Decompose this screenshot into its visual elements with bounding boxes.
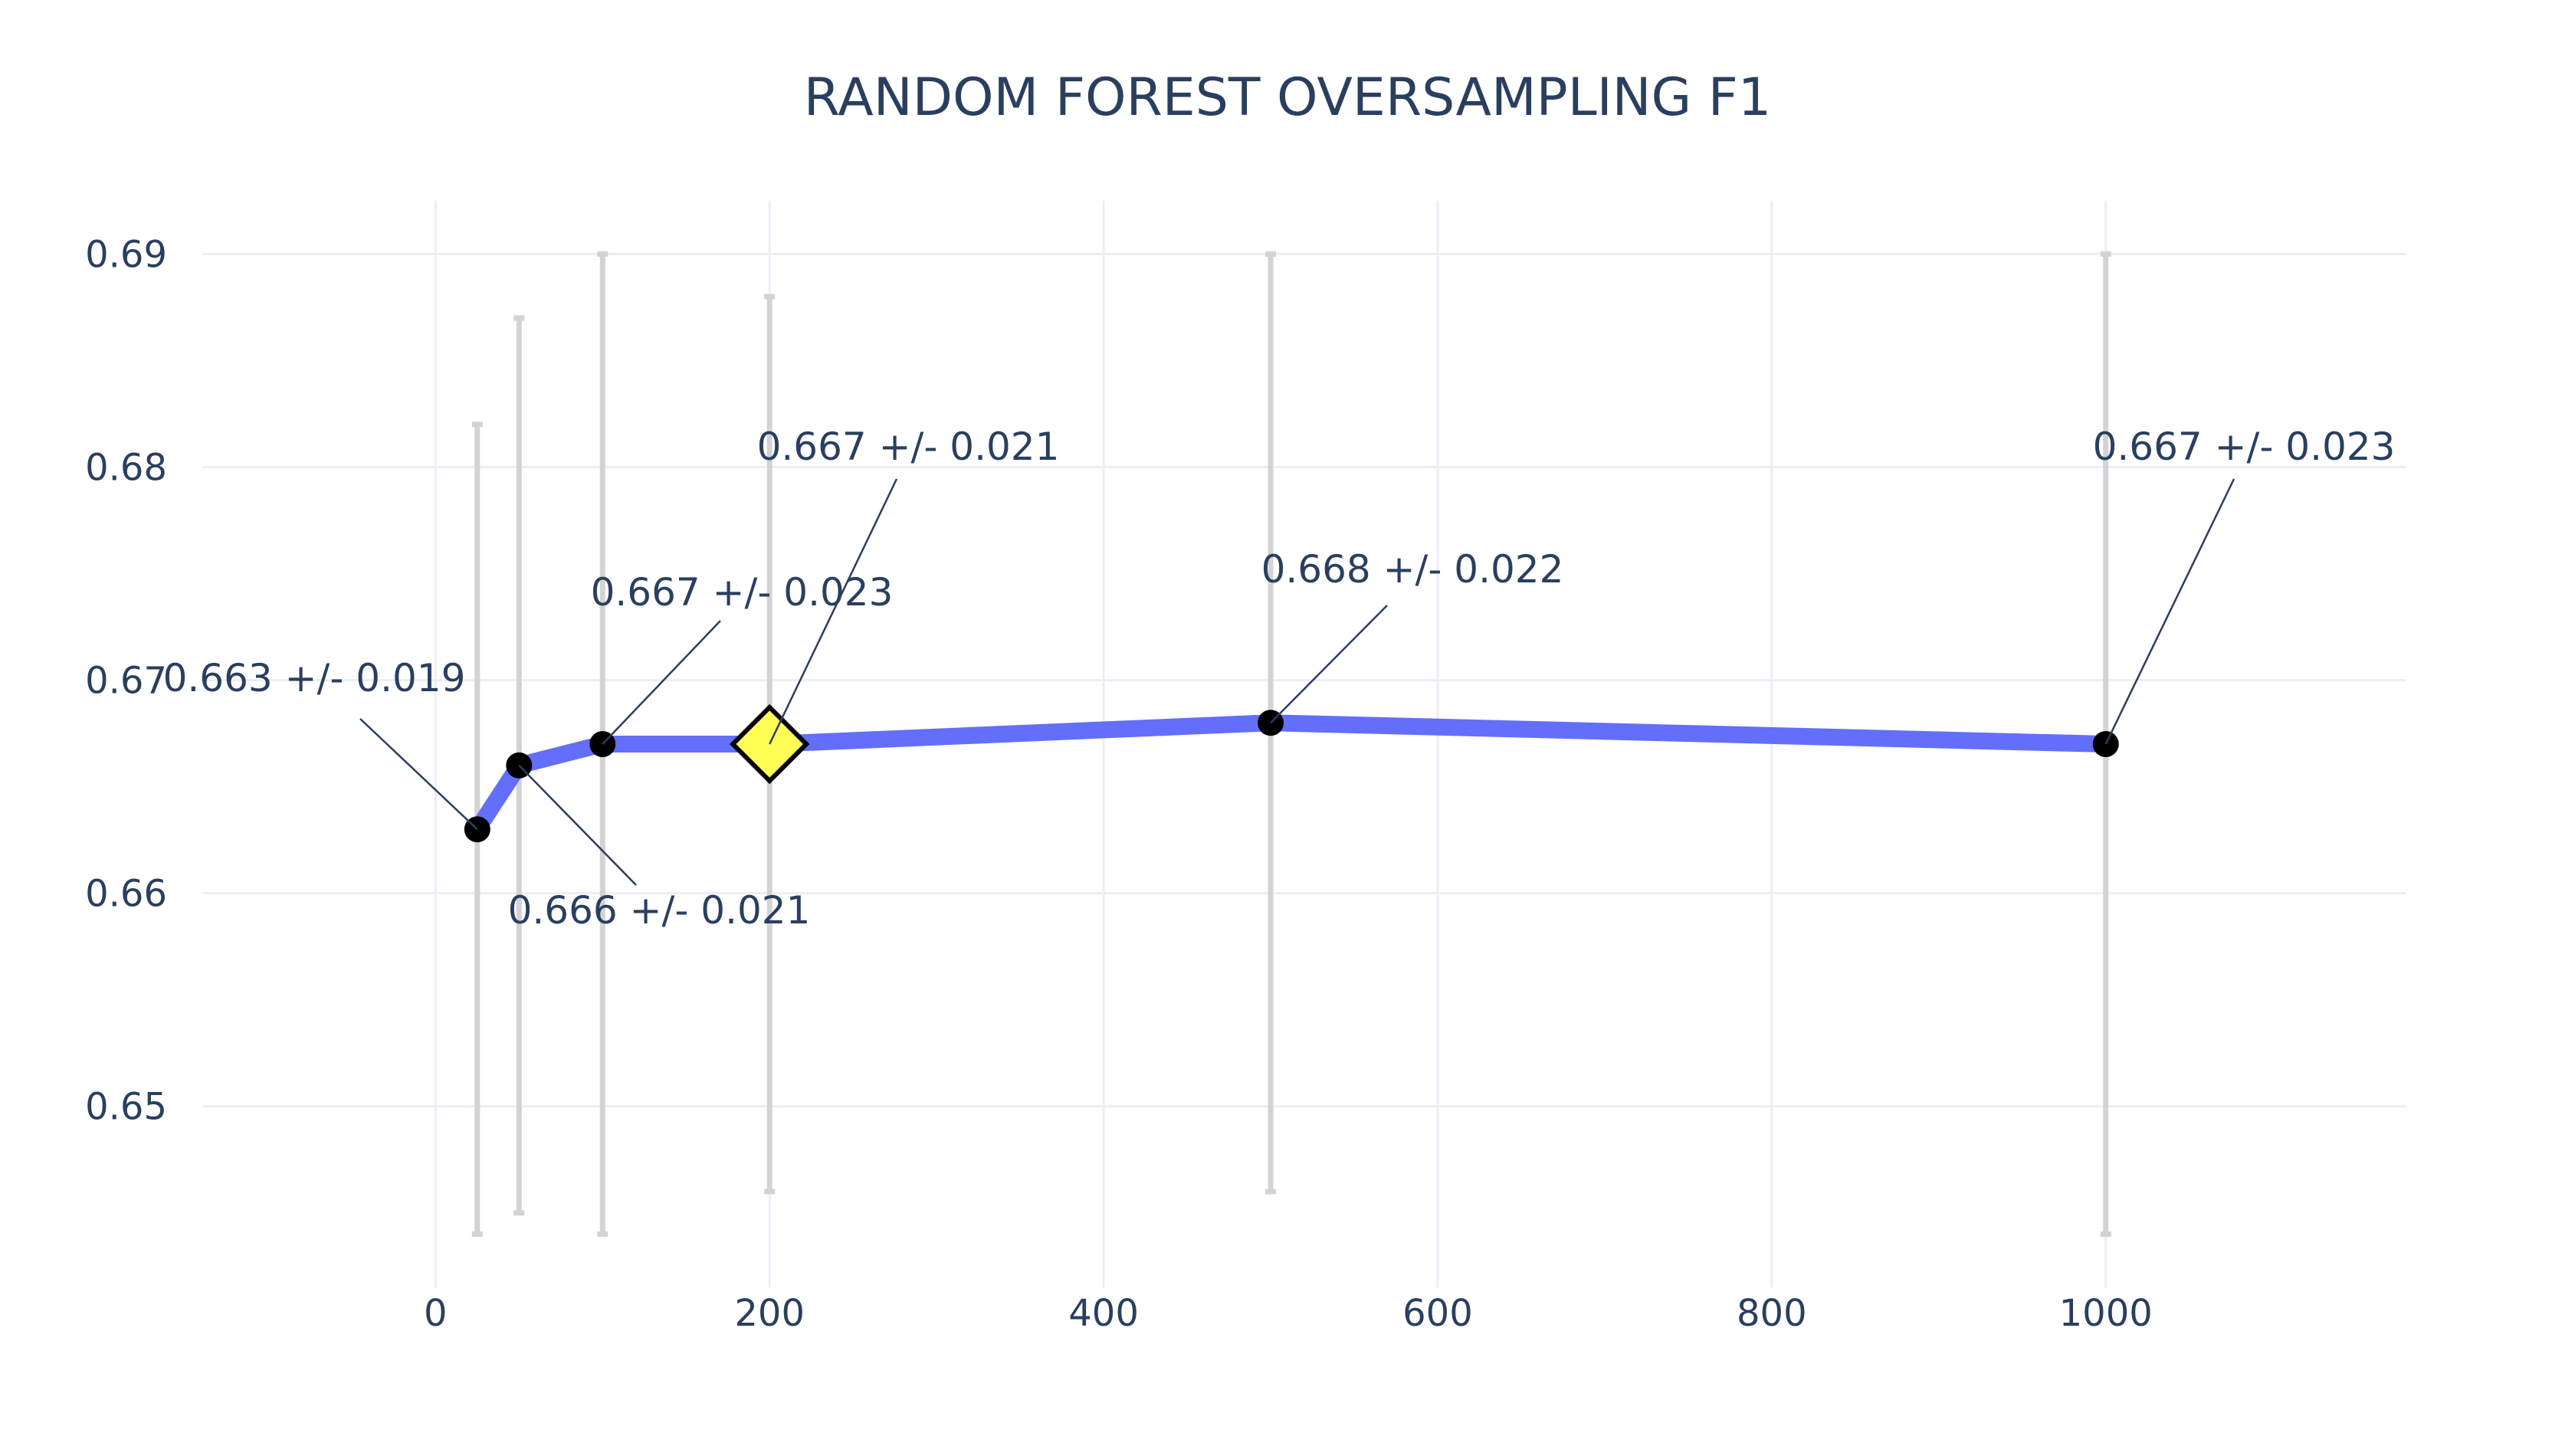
annotation-arrow [2104,478,2235,745]
x-tick-label: 1000 [2059,1292,2153,1335]
annotations: 0.663 +/- 0.019 0.666 +/- 0.021 0.667 +/- … [163,425,2396,933]
series-line-layer [468,714,2114,838]
y-tick-label: 0.69 [85,234,167,277]
series-line [468,714,2114,838]
y-tick-label: 0.67 [85,660,167,703]
x-tick-label: 400 [1068,1292,1139,1335]
annotation-label: 0.663 +/- 0.019 [163,656,466,700]
markers [464,703,2119,843]
tick-labels: 0 200 400 600 800 1000 0.65 0.66 0.67 0.68 0.69 [85,234,2153,1335]
x-tick-label: 600 [1402,1292,1473,1335]
y-tick-label: 0.66 [85,873,167,916]
annotation-arrow [602,620,721,745]
annotation-label: 0.668 +/- 0.022 [1261,547,1564,592]
annotation-label: 0.667 +/- 0.023 [591,570,894,615]
annotation-arrow [518,764,637,886]
x-tick-label: 800 [1737,1292,1807,1335]
annotation-arrow [1270,605,1388,724]
y-tick-label: 0.65 [85,1086,167,1129]
y-tick-label: 0.68 [85,447,167,490]
annotation-label: 0.667 +/- 0.021 [757,425,1060,469]
annotation-label: 0.666 +/- 0.021 [508,888,811,933]
x-tick-label: 200 [734,1292,805,1335]
annotation-arrow [769,478,898,745]
x-tick-label: 0 [424,1292,448,1335]
annotation-arrow [359,718,478,831]
annotation-label: 0.667 +/- 0.023 [2093,425,2396,469]
chart-title: RANDOM FOREST OVERSAMPLING F1 [804,67,1771,128]
